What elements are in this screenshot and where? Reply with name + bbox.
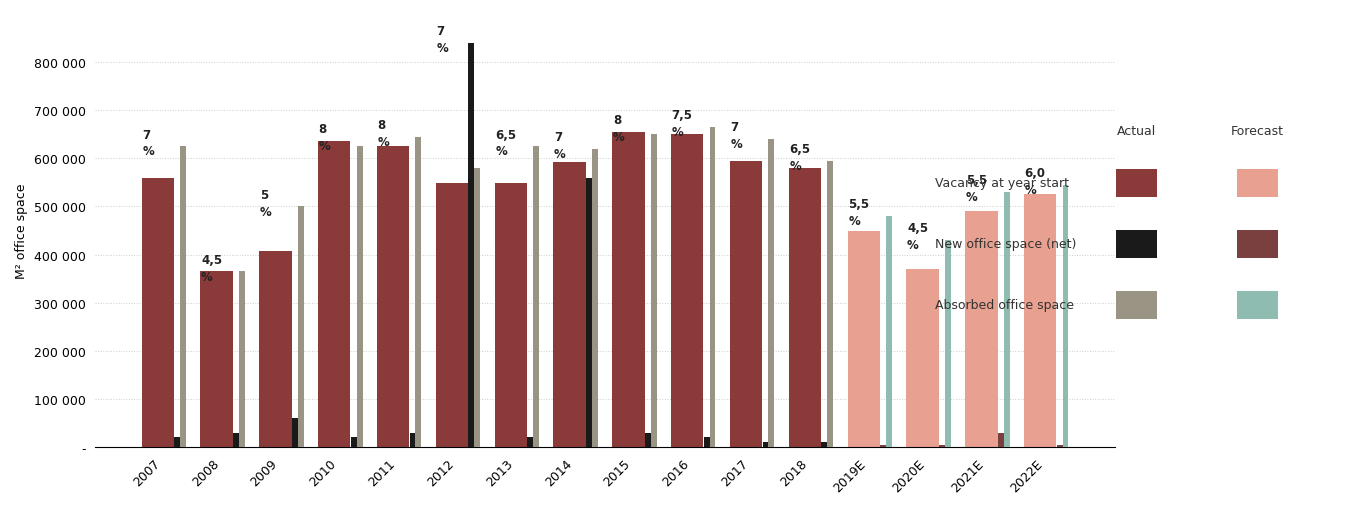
Bar bbox=[351, 438, 356, 447]
Text: 7: 7 bbox=[730, 121, 738, 134]
Text: %: % bbox=[200, 270, 213, 283]
Bar bbox=[946, 241, 951, 447]
Text: %: % bbox=[554, 148, 566, 160]
Text: 4,5: 4,5 bbox=[200, 253, 222, 266]
Text: Vacancy at year start: Vacancy at year start bbox=[935, 177, 1069, 190]
Text: Absorbed office space: Absorbed office space bbox=[935, 299, 1073, 312]
Text: %: % bbox=[319, 139, 331, 152]
Bar bbox=[356, 147, 363, 447]
Bar bbox=[292, 418, 297, 447]
Text: %: % bbox=[495, 145, 507, 158]
Bar bbox=[592, 150, 597, 447]
Bar bbox=[475, 168, 480, 447]
Text: Forecast: Forecast bbox=[1231, 125, 1284, 137]
Text: 7: 7 bbox=[436, 25, 444, 38]
Bar bbox=[200, 272, 233, 447]
Bar bbox=[1024, 195, 1056, 447]
Bar bbox=[710, 128, 716, 447]
Bar bbox=[297, 207, 304, 447]
Text: 7: 7 bbox=[143, 128, 151, 142]
Text: 6,5: 6,5 bbox=[495, 128, 516, 142]
Y-axis label: M² office space: M² office space bbox=[15, 183, 28, 279]
Text: 4,5: 4,5 bbox=[907, 222, 928, 235]
Text: 8: 8 bbox=[613, 114, 621, 127]
Text: %: % bbox=[378, 135, 389, 149]
Text: 7,5: 7,5 bbox=[671, 109, 693, 122]
Bar bbox=[1057, 445, 1063, 447]
Bar bbox=[533, 147, 539, 447]
Text: 8: 8 bbox=[319, 123, 327, 135]
Bar bbox=[880, 445, 886, 447]
Bar bbox=[768, 140, 775, 447]
Bar bbox=[239, 272, 245, 447]
Bar bbox=[553, 163, 586, 447]
Bar bbox=[410, 433, 416, 447]
Text: %: % bbox=[790, 159, 802, 173]
Bar bbox=[436, 184, 468, 447]
Bar bbox=[907, 269, 939, 447]
Bar bbox=[966, 212, 998, 447]
Bar bbox=[527, 438, 533, 447]
Bar bbox=[468, 44, 475, 447]
Bar bbox=[847, 231, 880, 447]
Bar bbox=[822, 442, 827, 447]
Text: %: % bbox=[966, 191, 978, 204]
Bar bbox=[644, 433, 651, 447]
Bar bbox=[233, 433, 239, 447]
Text: %: % bbox=[907, 239, 919, 252]
Text: 5,5: 5,5 bbox=[849, 198, 869, 211]
Bar bbox=[788, 168, 820, 447]
Bar bbox=[175, 438, 180, 447]
Text: %: % bbox=[260, 205, 272, 218]
Text: 7: 7 bbox=[554, 131, 562, 144]
Text: 6,0: 6,0 bbox=[1025, 167, 1045, 180]
Bar bbox=[998, 433, 1003, 447]
Text: Actual: Actual bbox=[1116, 125, 1157, 137]
Bar bbox=[886, 217, 892, 447]
Bar bbox=[939, 445, 946, 447]
Bar bbox=[319, 142, 351, 447]
Bar bbox=[1063, 185, 1068, 447]
Bar bbox=[377, 147, 409, 447]
Text: New office space (net): New office space (net) bbox=[935, 238, 1076, 251]
Bar bbox=[416, 137, 421, 447]
Text: %: % bbox=[1025, 184, 1037, 196]
Text: %: % bbox=[436, 42, 448, 55]
Text: %: % bbox=[671, 126, 683, 139]
Text: %: % bbox=[730, 138, 742, 151]
Bar bbox=[651, 135, 656, 447]
Bar bbox=[612, 133, 644, 447]
Bar bbox=[495, 184, 527, 447]
Bar bbox=[730, 161, 763, 447]
Bar bbox=[763, 442, 768, 447]
Text: 8: 8 bbox=[378, 119, 386, 132]
Text: %: % bbox=[849, 215, 859, 228]
Text: 5,5: 5,5 bbox=[966, 174, 987, 187]
Bar bbox=[180, 147, 186, 447]
Text: 6,5: 6,5 bbox=[790, 143, 811, 156]
Bar bbox=[671, 135, 703, 447]
Bar bbox=[586, 178, 592, 447]
Bar bbox=[260, 252, 292, 447]
Bar bbox=[1003, 193, 1010, 447]
Bar bbox=[827, 161, 833, 447]
Text: 5: 5 bbox=[260, 188, 268, 201]
Text: %: % bbox=[613, 131, 624, 144]
Bar bbox=[141, 178, 174, 447]
Bar bbox=[703, 438, 710, 447]
Text: %: % bbox=[143, 145, 153, 158]
